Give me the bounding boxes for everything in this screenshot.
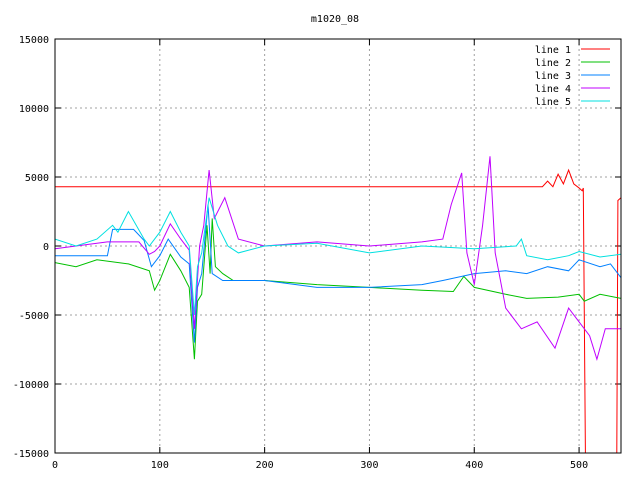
y-tick-label: 0 [43,242,49,253]
series-line-2 [55,218,621,360]
y-tick-label: 10000 [19,104,49,115]
series-lines [55,156,621,453]
plot-frame [54,38,622,454]
y-tick-label: 5000 [25,173,49,184]
series-line-3 [55,204,621,343]
grid [55,39,621,453]
y-tick-label: -10000 [13,380,49,391]
x-tick-label: 500 [570,460,588,471]
x-tick-label: 300 [360,460,378,471]
legend-label-1: line 1 [535,45,571,56]
x-tick-label: 200 [256,460,274,471]
legend-label-4: line 4 [535,84,571,95]
y-tick-label: -5000 [19,311,49,322]
x-tick-label: 100 [151,460,169,471]
y-tick-label: -15000 [13,449,49,460]
legend: line 1 line 2 line 3 line 4 line 5 [535,45,610,108]
y-tick-label: 15000 [19,35,49,46]
legend-label-5: line 5 [535,97,571,108]
x-tick-label: 400 [465,460,483,471]
axis-ticks: 0 100 200 300 400 500 -15000 -10000 -5000 0 5000 10… [13,35,621,471]
legend-label-2: line 2 [535,58,571,69]
x-tick-label: 0 [52,460,58,471]
legend-label-3: line 3 [535,71,571,82]
series-line-5 [55,197,621,316]
chart-title: m1020_08 [311,14,359,25]
series-line-1 [55,168,621,453]
series-line-4 [55,156,621,361]
